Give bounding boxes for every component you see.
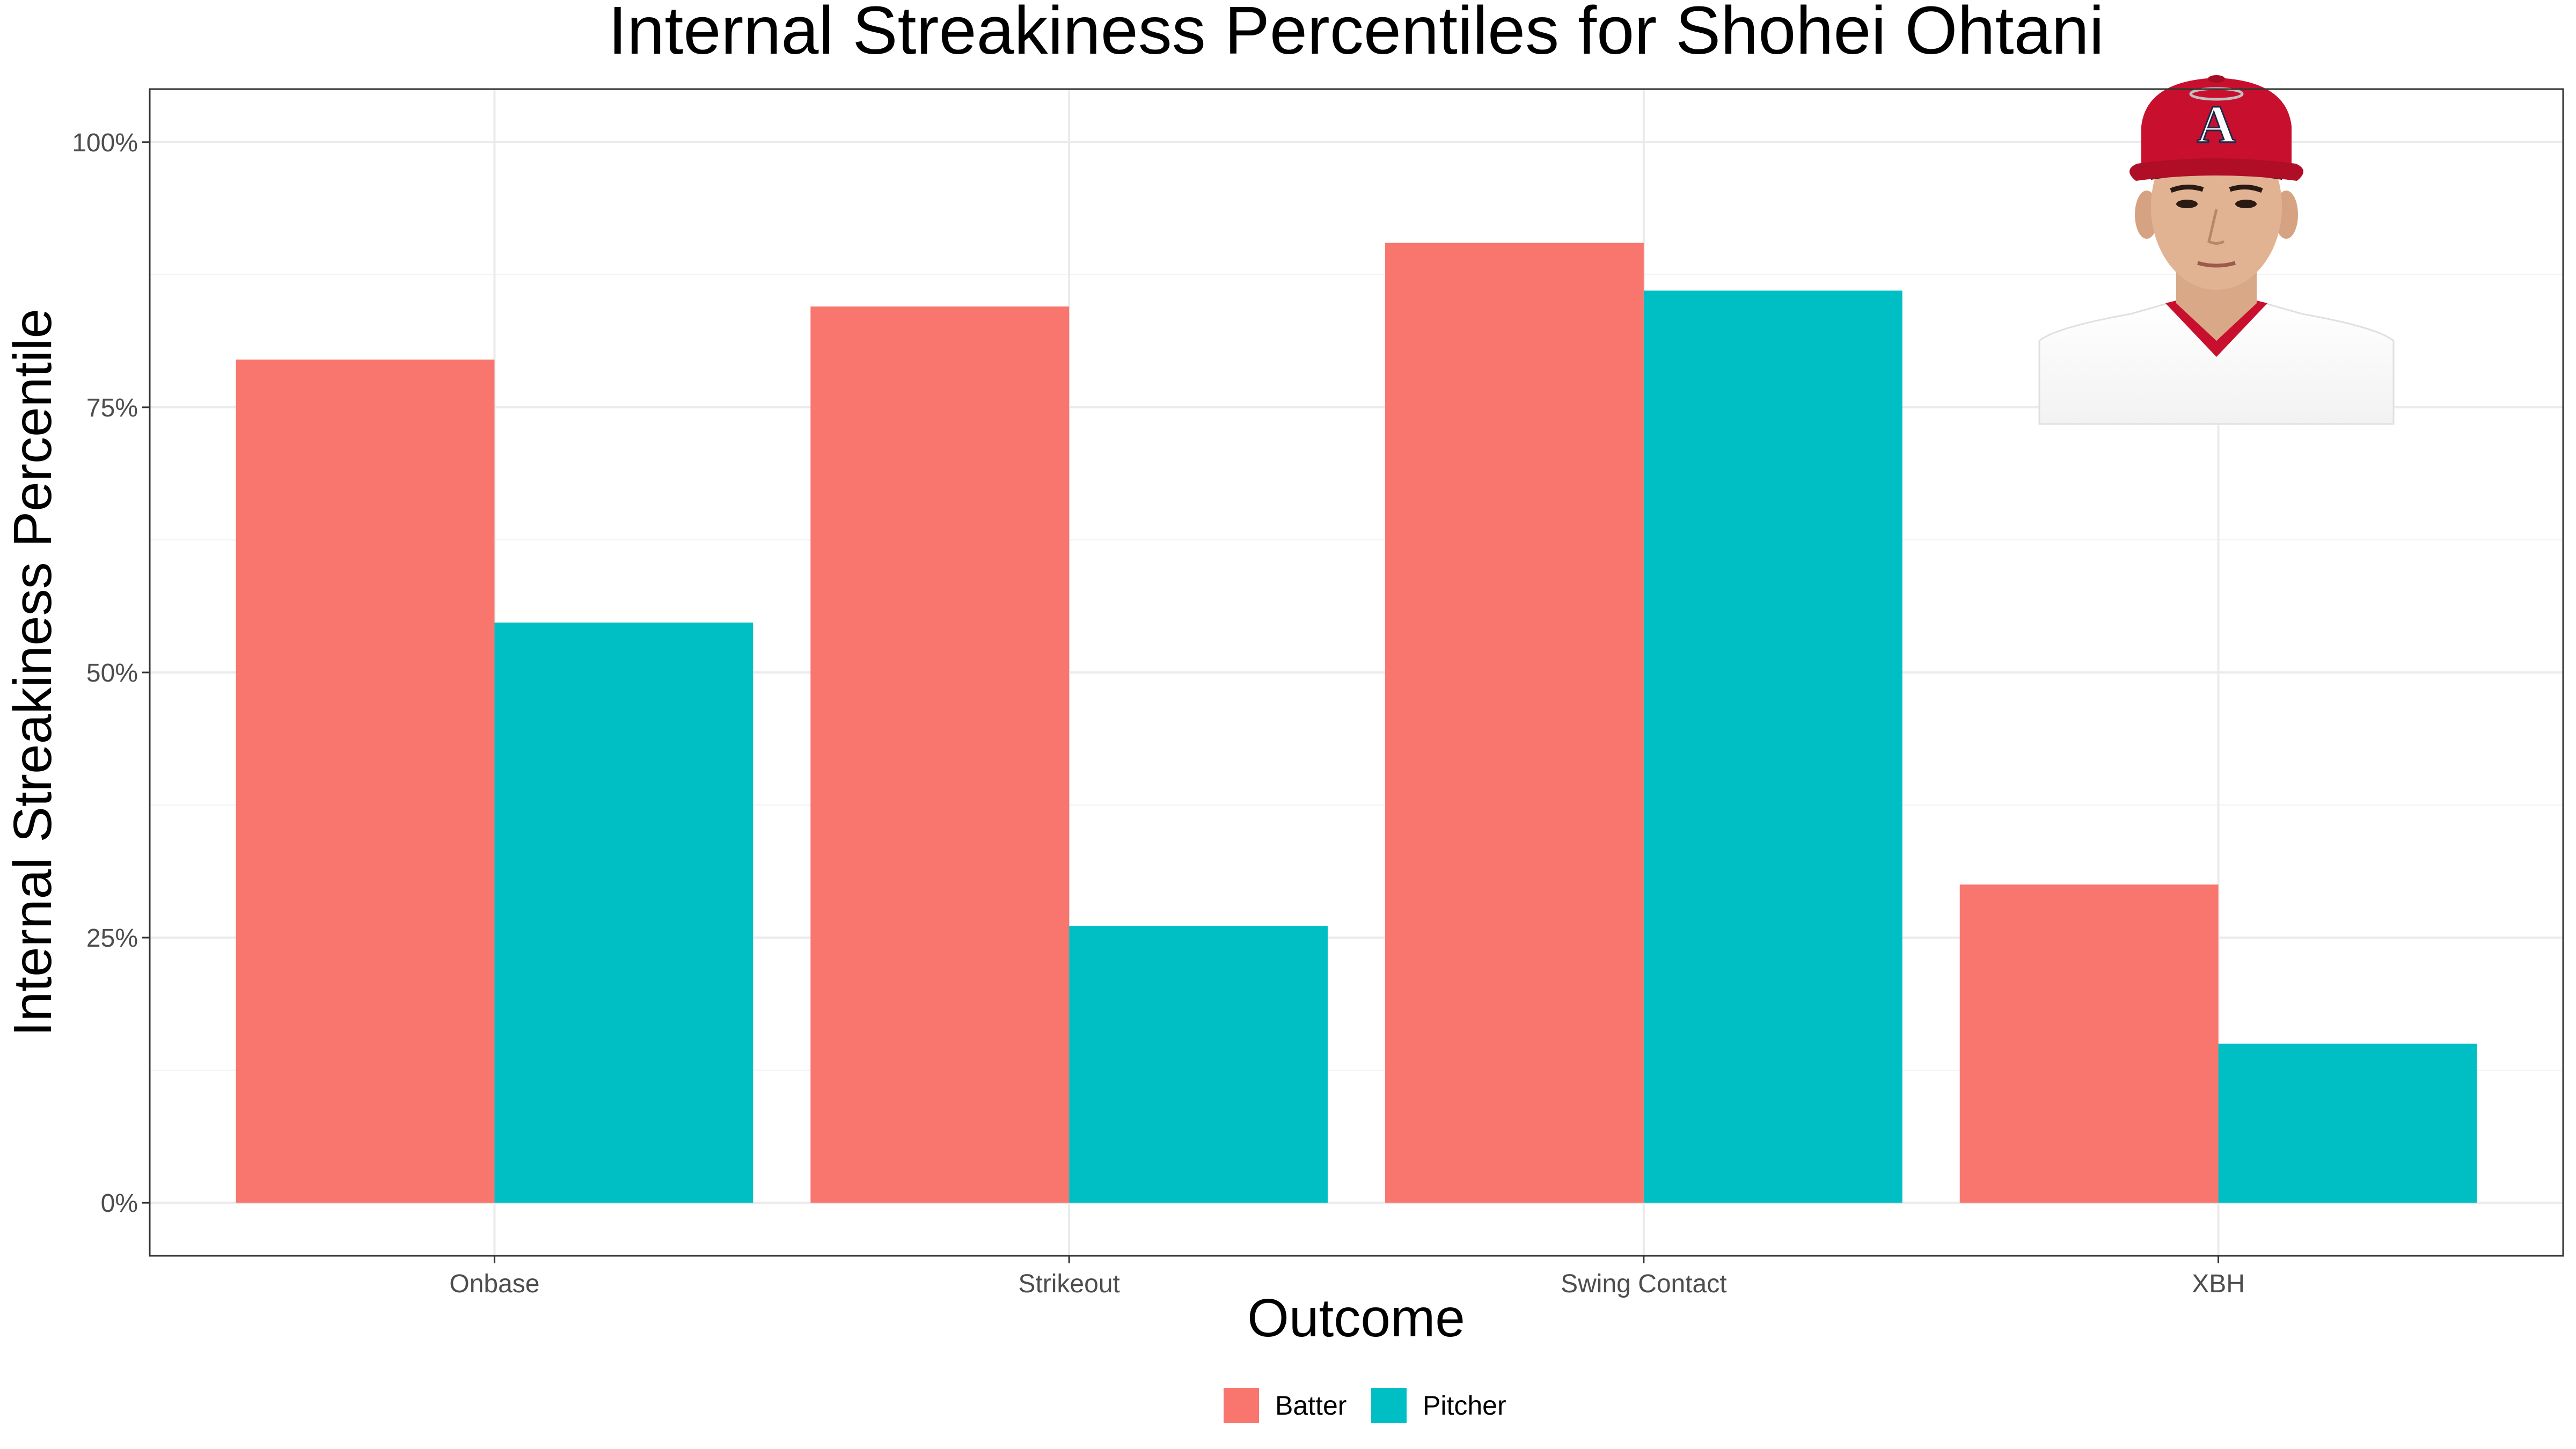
bar-pitcher-onbase — [494, 623, 753, 1203]
cap-button — [2208, 75, 2225, 83]
chart-title: Internal Streakiness Percentiles for Sho… — [608, 0, 2104, 68]
bar-pitcher-swing-contact — [1643, 290, 1902, 1203]
bar-batter-onbase — [236, 359, 495, 1203]
y-tick-label: 25% — [86, 924, 138, 953]
x-tick-label: Strikeout — [1018, 1270, 1119, 1298]
bar-pitcher-xbh — [2218, 1043, 2477, 1203]
bar-pitcher-strikeout — [1069, 926, 1328, 1203]
jersey-collar — [2165, 301, 2267, 357]
x-axis: Onbase Strikeout Swing Contact XBH — [449, 1256, 2245, 1298]
legend-label-batter: Batter — [1275, 1391, 1346, 1421]
bar-batter-strikeout — [810, 306, 1070, 1203]
jersey-shape — [2038, 302, 2395, 425]
legend-key-pitcher — [1371, 1388, 1407, 1423]
bar-batter-swing-contact — [1385, 243, 1644, 1203]
cap-brim — [2129, 158, 2304, 181]
y-tick-label: 0% — [101, 1189, 138, 1218]
legend-key-batter — [1224, 1388, 1259, 1423]
cap-logo-icon: A — [2197, 94, 2236, 154]
x-axis-title: Outcome — [1247, 1288, 1465, 1348]
legend-label-pitcher: Pitcher — [1423, 1391, 1506, 1421]
y-axis: 0% 25% 50% 75% 100% — [72, 129, 150, 1218]
nose — [2207, 209, 2225, 245]
bars — [236, 243, 2477, 1203]
mouth — [2197, 261, 2236, 268]
y-tick-label: 50% — [86, 659, 138, 687]
x-tick-label: Swing Contact — [1561, 1270, 1727, 1298]
player-photo: A — [2038, 75, 2395, 425]
bar-batter-xbh — [1959, 884, 2219, 1203]
eyebrow-left — [2170, 185, 2204, 193]
y-axis-title: Internal Streakiness Percentile — [3, 309, 63, 1036]
y-tick-label: 75% — [86, 394, 138, 422]
eye-left — [2176, 200, 2198, 208]
x-tick-label: XBH — [2192, 1270, 2245, 1298]
cap-crown — [2141, 78, 2292, 172]
eyebrow-right — [2229, 185, 2263, 193]
y-tick-label: 100% — [72, 129, 138, 157]
legend: Batter Pitcher — [1224, 1388, 1506, 1423]
eye-right — [2235, 200, 2257, 208]
x-tick-label: Onbase — [449, 1270, 539, 1298]
